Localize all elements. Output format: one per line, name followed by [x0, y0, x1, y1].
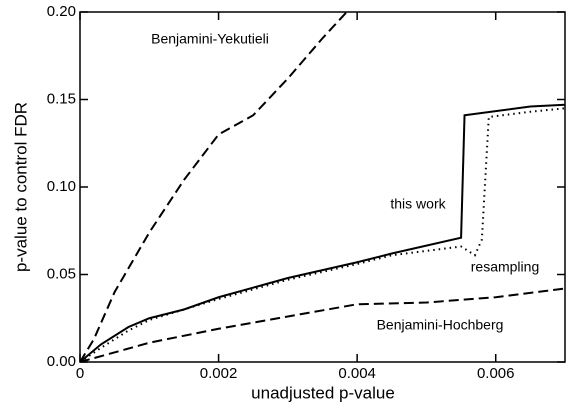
- y-tick-label: 0.05: [47, 265, 76, 282]
- y-axis-title: p-value to control FDR: [11, 102, 30, 272]
- series-label: resampling: [471, 259, 539, 275]
- series-line: [80, 107, 565, 362]
- x-tick-label: 0.002: [200, 365, 238, 382]
- x-tick-label: 0: [76, 365, 84, 382]
- series-label: Benjamini-Hochberg: [377, 317, 504, 333]
- series-label: this work: [390, 196, 446, 212]
- y-tick-label: 0.20: [47, 3, 76, 20]
- series-line: [80, 12, 348, 362]
- series-label: Benjamini-Yekutieli: [151, 31, 269, 47]
- x-axis-title: unadjusted p-value: [251, 383, 395, 402]
- plot-frame: [79, 11, 566, 363]
- x-tick-label: 0.004: [338, 365, 376, 382]
- series-line: [80, 103, 565, 362]
- y-tick-label: 0.10: [47, 178, 76, 195]
- series-line: [80, 287, 565, 362]
- y-tick-label: 0.00: [47, 353, 76, 370]
- y-tick-label: 0.15: [47, 90, 76, 107]
- x-tick-label: 0.006: [477, 365, 515, 382]
